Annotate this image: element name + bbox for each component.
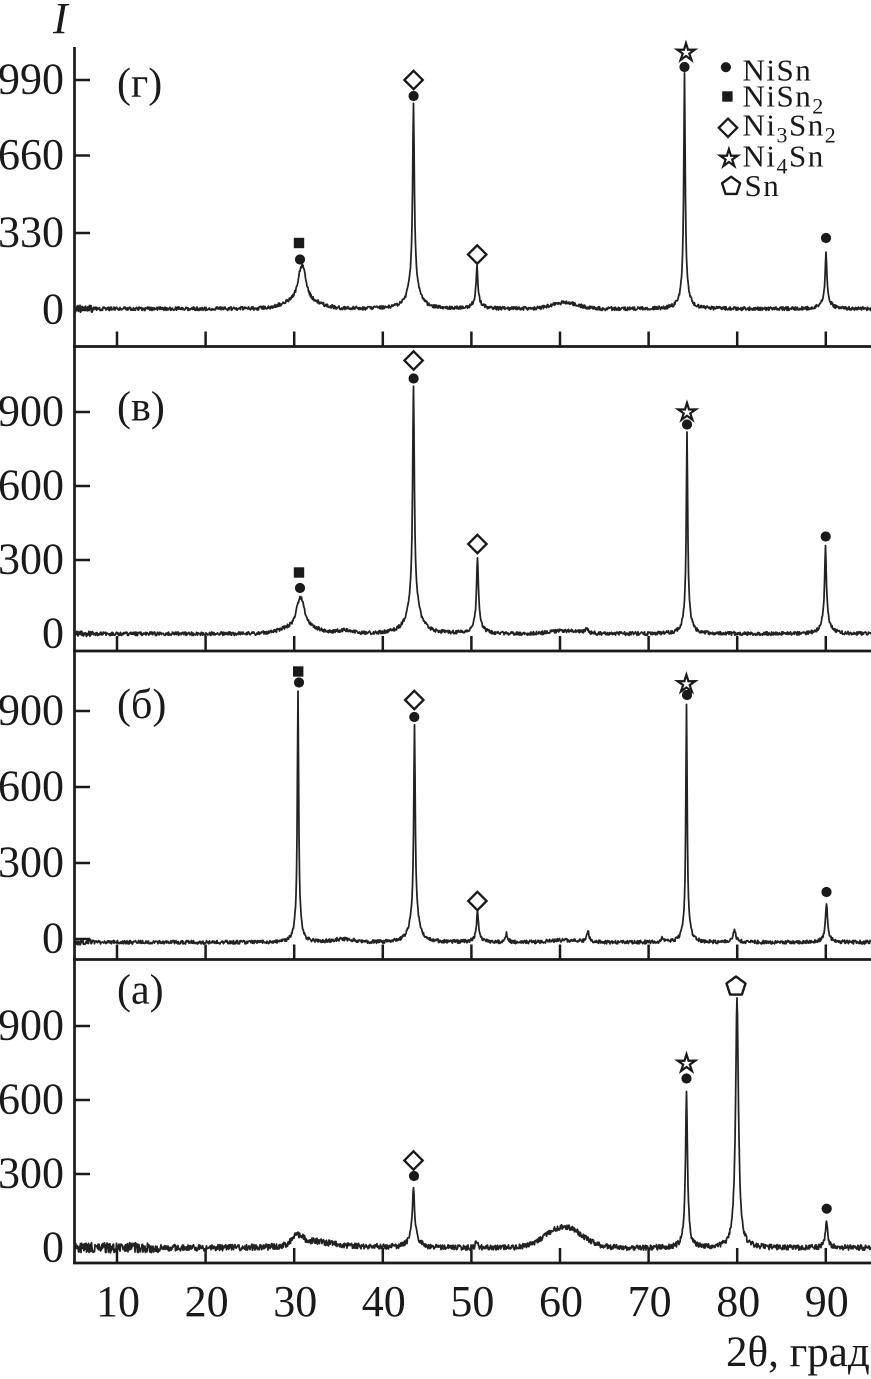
svg-text:990: 990 <box>0 55 64 104</box>
svg-text:300: 300 <box>0 838 64 887</box>
svg-text:0: 0 <box>42 914 64 963</box>
svg-text:900: 900 <box>0 1001 64 1050</box>
svg-text:0: 0 <box>42 285 64 334</box>
svg-text:300: 300 <box>0 535 64 584</box>
svg-text:Sn: Sn <box>745 168 781 203</box>
svg-text:60: 60 <box>539 1277 583 1326</box>
svg-text:NiSn2: NiSn2 <box>743 79 825 119</box>
svg-text:600: 600 <box>0 762 64 811</box>
svg-text:NiSn: NiSn <box>743 53 813 88</box>
svg-text:330: 330 <box>0 208 64 257</box>
svg-text:660: 660 <box>0 130 64 179</box>
svg-text:0: 0 <box>42 1223 64 1272</box>
svg-text:(в): (в) <box>117 385 165 431</box>
svg-text:0: 0 <box>42 609 64 658</box>
svg-text:40: 40 <box>362 1277 406 1326</box>
svg-text:30: 30 <box>273 1277 317 1326</box>
svg-text:50: 50 <box>450 1277 494 1326</box>
svg-text:90: 90 <box>805 1277 849 1326</box>
svg-text:I: I <box>52 0 70 43</box>
svg-text:900: 900 <box>0 387 64 436</box>
svg-text:10: 10 <box>96 1277 140 1326</box>
svg-text:2θ, град: 2θ, град <box>726 1329 870 1376</box>
svg-text:70: 70 <box>628 1277 672 1326</box>
svg-text:(б): (б) <box>117 682 166 728</box>
svg-text:300: 300 <box>0 1149 64 1198</box>
svg-text:Ni3Sn2: Ni3Sn2 <box>743 108 838 148</box>
svg-text:900: 900 <box>0 686 64 735</box>
svg-text:20: 20 <box>185 1277 229 1326</box>
svg-text:80: 80 <box>716 1277 760 1326</box>
svg-text:600: 600 <box>0 1075 64 1124</box>
svg-text:(г): (г) <box>117 61 162 107</box>
svg-text:(а): (а) <box>117 968 164 1014</box>
svg-text:600: 600 <box>0 461 64 510</box>
